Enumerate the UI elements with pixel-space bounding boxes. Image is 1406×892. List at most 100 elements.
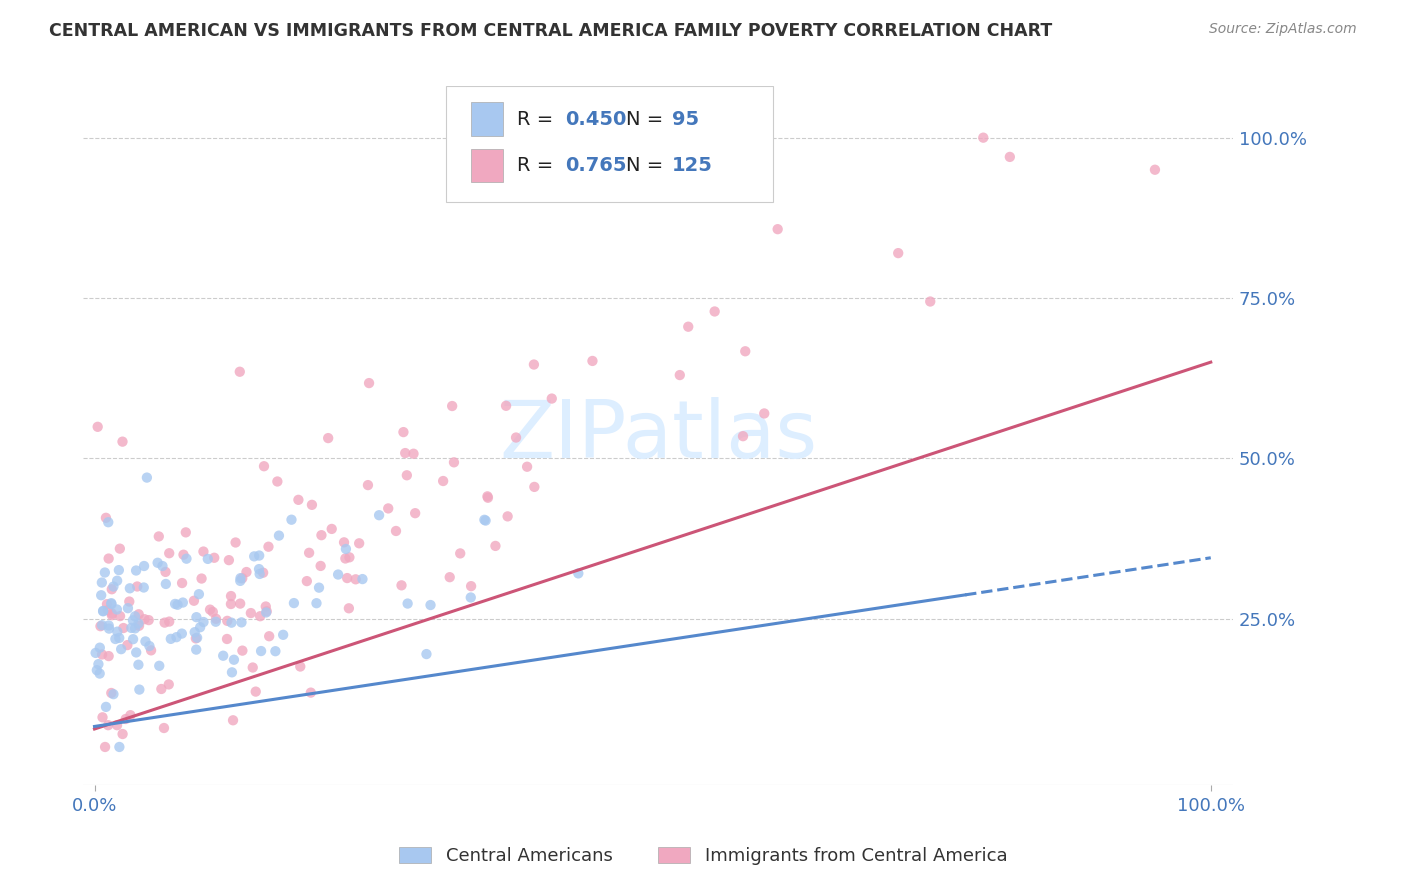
Point — [415, 647, 437, 661]
Point — [86, 419, 108, 434]
Point — [97, 618, 120, 632]
Point — [887, 246, 910, 260]
Point — [125, 645, 148, 659]
Point — [581, 354, 603, 368]
Point — [449, 546, 471, 560]
Point — [347, 536, 370, 550]
Point — [176, 551, 198, 566]
Point — [256, 604, 278, 618]
Point — [124, 621, 146, 635]
Point — [229, 574, 252, 588]
Text: R =: R = — [517, 110, 560, 128]
Point — [186, 610, 208, 624]
Point — [105, 602, 128, 616]
Point — [280, 513, 302, 527]
Point — [89, 666, 111, 681]
Point — [90, 588, 112, 602]
Point — [231, 615, 253, 630]
Point — [152, 559, 174, 574]
Point — [100, 582, 122, 597]
Text: 125: 125 — [672, 156, 713, 175]
Point — [668, 368, 690, 382]
Point — [155, 565, 177, 579]
Point — [231, 571, 253, 585]
Point — [103, 580, 125, 594]
Point — [159, 632, 181, 646]
Point — [98, 622, 121, 636]
Point — [91, 710, 114, 724]
Point — [94, 566, 117, 580]
Point — [287, 492, 309, 507]
FancyBboxPatch shape — [446, 87, 773, 202]
Point — [148, 658, 170, 673]
Text: 0.450: 0.450 — [565, 110, 627, 128]
Point — [166, 598, 188, 612]
Legend: Central Americans, Immigrants from Central America: Central Americans, Immigrants from Centr… — [389, 838, 1017, 874]
Point — [201, 605, 224, 619]
Point — [335, 541, 357, 556]
Point — [205, 612, 228, 626]
Point — [219, 597, 242, 611]
Point — [339, 550, 361, 565]
Point — [217, 614, 239, 628]
Point — [91, 618, 114, 632]
Text: 0.765: 0.765 — [565, 156, 627, 175]
Point — [135, 470, 157, 484]
Point — [105, 574, 128, 588]
Point — [219, 589, 242, 603]
Point — [108, 609, 131, 624]
Point — [1143, 162, 1166, 177]
Point — [118, 594, 141, 608]
Point — [254, 606, 277, 620]
Point — [127, 657, 149, 672]
Point — [134, 612, 156, 626]
Point — [100, 597, 122, 611]
FancyBboxPatch shape — [471, 149, 503, 182]
Point — [89, 619, 111, 633]
Point — [97, 718, 120, 732]
Point — [229, 365, 252, 379]
Point — [84, 646, 107, 660]
Point — [118, 582, 141, 596]
Point — [505, 431, 527, 445]
Point — [474, 514, 496, 528]
Point — [110, 642, 132, 657]
Point — [271, 628, 294, 642]
Point — [540, 392, 562, 406]
Point — [439, 570, 461, 584]
Point — [132, 559, 155, 574]
Point — [357, 376, 380, 390]
Point — [114, 712, 136, 726]
Point — [90, 575, 112, 590]
Point — [96, 597, 118, 611]
Point — [122, 632, 145, 647]
Point — [105, 624, 128, 639]
Point — [212, 648, 235, 663]
Point — [198, 602, 221, 616]
Point — [108, 563, 131, 577]
Point — [266, 475, 288, 489]
Point — [150, 681, 173, 696]
Point — [254, 599, 277, 614]
Point — [101, 608, 124, 623]
Point — [173, 548, 195, 562]
Text: R =: R = — [517, 156, 560, 175]
Point — [125, 564, 148, 578]
Point — [105, 718, 128, 732]
Point — [186, 642, 208, 657]
Point — [731, 429, 754, 443]
Point — [395, 468, 418, 483]
Point — [190, 572, 212, 586]
Point — [91, 648, 114, 662]
Point — [402, 447, 425, 461]
Text: N =: N = — [626, 110, 669, 128]
Point — [103, 687, 125, 701]
Point — [484, 539, 506, 553]
Point — [148, 529, 170, 543]
Point — [229, 597, 252, 611]
Point — [249, 566, 271, 581]
Point — [523, 358, 546, 372]
Point — [132, 581, 155, 595]
Point — [264, 644, 287, 658]
Point — [344, 572, 367, 586]
